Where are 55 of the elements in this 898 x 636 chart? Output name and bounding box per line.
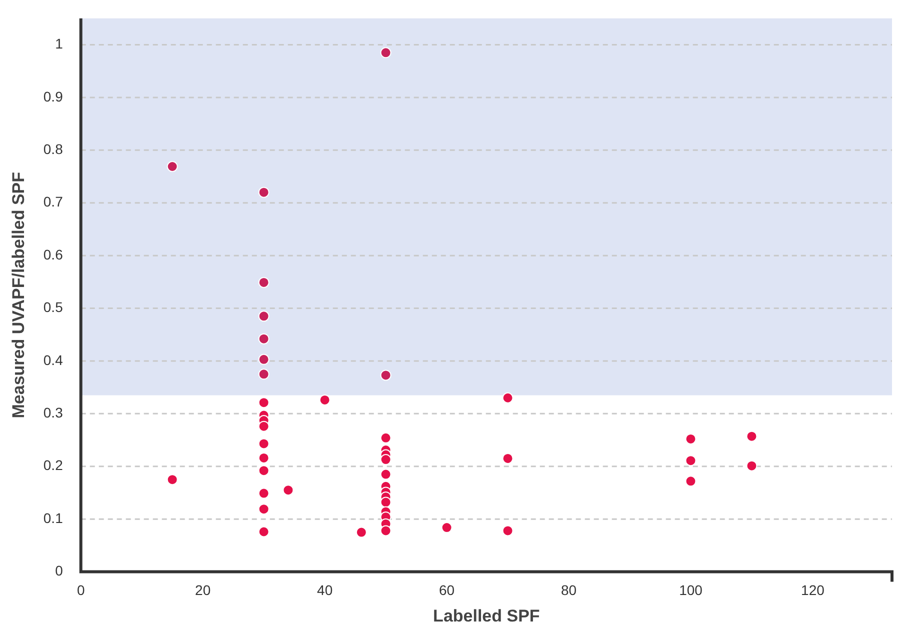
- point: [380, 454, 392, 466]
- point: [258, 354, 270, 365]
- x-tick-label: 100: [679, 582, 703, 598]
- y-tick-label: 0.5: [43, 299, 64, 316]
- point: [380, 525, 392, 536]
- point: [441, 522, 452, 534]
- point: [746, 460, 758, 472]
- point: [258, 310, 270, 322]
- x-tick-label: 60: [439, 582, 455, 598]
- x-tick-label: 0: [76, 582, 85, 598]
- point: [380, 496, 392, 508]
- y-tick-label: 0: [55, 562, 64, 579]
- point: [258, 333, 270, 344]
- x-tick-label: 40: [317, 582, 333, 598]
- point: [258, 465, 270, 476]
- y-tick-label: 0.4: [43, 352, 64, 368]
- point: [258, 488, 270, 499]
- point: [166, 161, 178, 172]
- point: [685, 476, 696, 487]
- y-tick-label: 0.6: [43, 246, 64, 262]
- y-tick-label: 0.8: [43, 141, 64, 158]
- point: [258, 438, 270, 450]
- point: [319, 394, 330, 406]
- y-axis-title: Measured UVAPF/labelled SPF: [8, 172, 28, 418]
- point: [258, 368, 270, 380]
- point: [258, 186, 270, 198]
- point: [685, 433, 696, 444]
- point: [685, 455, 696, 466]
- point: [258, 397, 270, 408]
- point: [502, 452, 514, 464]
- point: [380, 468, 392, 480]
- y-tick-label: 0.9: [43, 88, 64, 104]
- y-tick-label: 0.7: [43, 194, 64, 210]
- y-tick-label: 0.3: [43, 404, 64, 421]
- y-tick-label: 1: [55, 36, 64, 52]
- point: [166, 474, 178, 486]
- point: [258, 526, 270, 538]
- point: [356, 526, 367, 538]
- point: [258, 504, 270, 515]
- x-tick-label: 20: [195, 582, 211, 598]
- point: [258, 276, 270, 288]
- point: [282, 484, 294, 496]
- x-axis-title: Labelled SPF: [433, 606, 540, 626]
- point: [258, 420, 270, 432]
- y-tick-label: 0.2: [43, 457, 64, 474]
- x-tick-label: 80: [560, 582, 577, 598]
- point: [380, 370, 392, 381]
- y-tick-label: 0.1: [43, 510, 64, 526]
- point: [502, 525, 514, 536]
- point: [746, 430, 758, 442]
- point: [258, 452, 270, 464]
- x-tick-label: 120: [801, 582, 825, 598]
- point: [380, 47, 392, 58]
- point: [380, 432, 392, 444]
- point: [502, 392, 514, 404]
